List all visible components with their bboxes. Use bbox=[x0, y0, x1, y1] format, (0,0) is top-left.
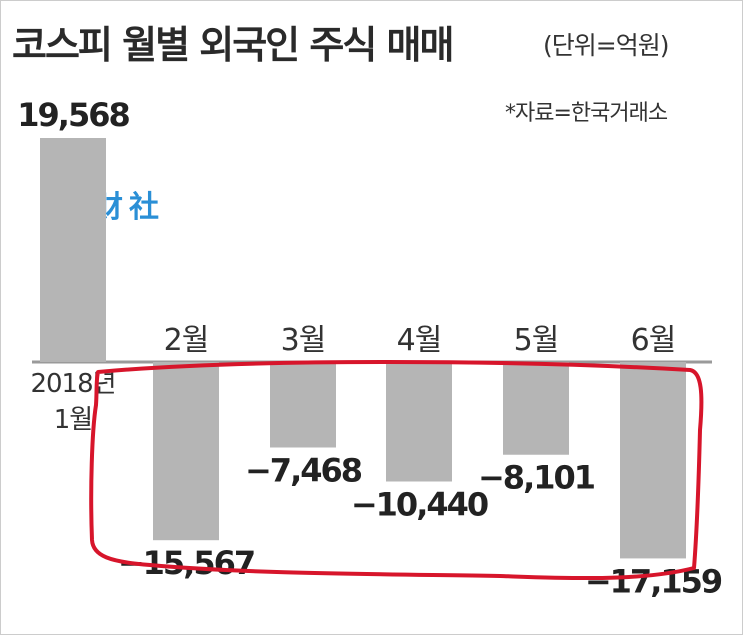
value-label-1: 19,568 bbox=[17, 96, 129, 134]
value-label-4: −10,440 bbox=[351, 486, 488, 524]
value-label-5: −8,101 bbox=[478, 459, 595, 497]
category-label-6: 6월 bbox=[631, 323, 676, 358]
value-label-6: −17,159 bbox=[585, 562, 722, 600]
category-label-2: 2월 bbox=[164, 323, 209, 358]
category-label-1-2: 1월 bbox=[54, 405, 92, 435]
highlight-outline bbox=[89, 360, 704, 581]
category-label-5: 5월 bbox=[514, 323, 559, 358]
chart-title: 코스피 월별 외국인 주식 매매 bbox=[12, 23, 454, 67]
unit-label: (단위=억원) bbox=[543, 31, 669, 60]
category-label-1-1: 2018년 bbox=[30, 369, 115, 399]
value-label-3: −7,468 bbox=[245, 451, 362, 489]
bar-3 bbox=[270, 362, 336, 448]
source-note: *자료=한국거래소 bbox=[505, 101, 668, 126]
bar-2 bbox=[153, 362, 219, 541]
category-label-4: 4월 bbox=[397, 323, 442, 358]
bar-5 bbox=[503, 362, 569, 455]
bar-1 bbox=[40, 138, 106, 362]
bar-4 bbox=[386, 362, 452, 482]
bar-6 bbox=[620, 362, 686, 559]
category-label-3: 3월 bbox=[281, 323, 326, 358]
